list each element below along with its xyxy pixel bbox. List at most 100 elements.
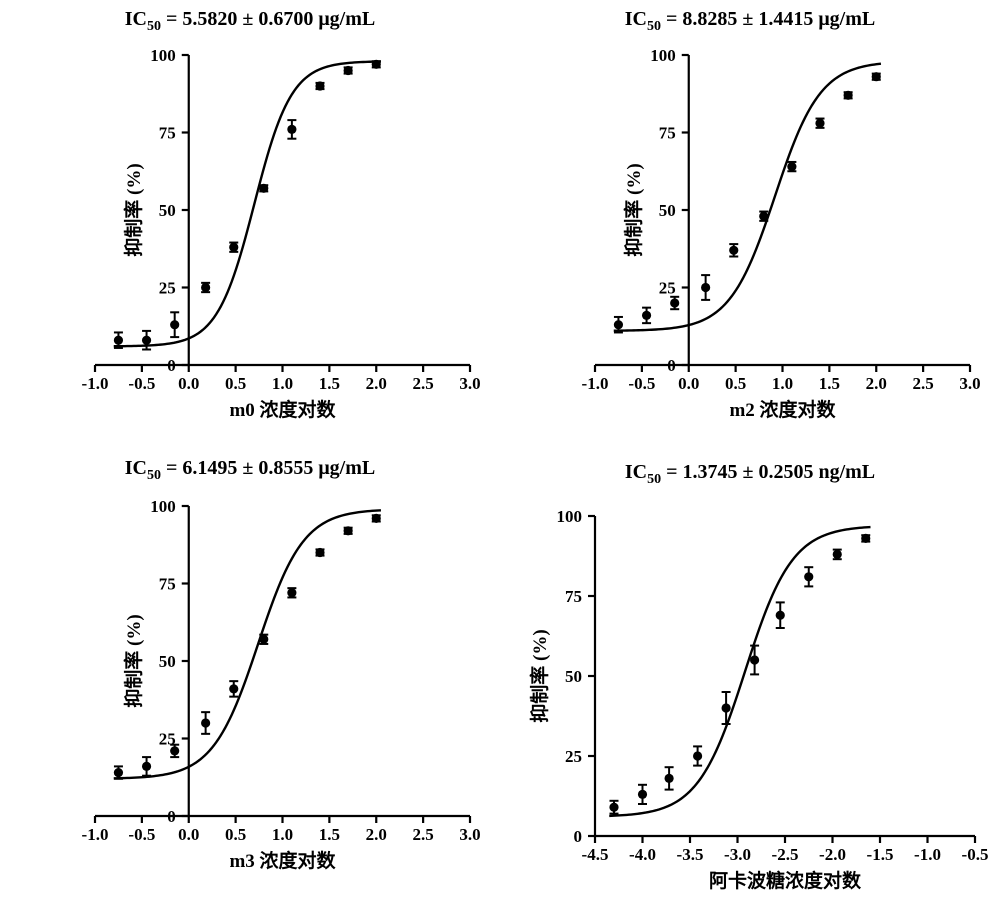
- x-tick-label: 0.5: [225, 374, 246, 393]
- y-tick-label: 75: [159, 124, 176, 143]
- data-point: [693, 751, 702, 760]
- x-axis-label: m3 浓度对数: [229, 849, 336, 872]
- x-tick-label: -4.5: [582, 845, 609, 864]
- data-point: [229, 684, 238, 693]
- data-point: [638, 790, 647, 799]
- curve: [614, 64, 881, 331]
- y-tick-label: 100: [557, 507, 583, 526]
- x-tick-label: -2.0: [819, 845, 846, 864]
- y-tick-label: 25: [659, 279, 676, 298]
- data-point: [372, 60, 381, 69]
- data-point: [287, 588, 296, 597]
- y-tick-label: 50: [159, 652, 176, 671]
- x-tick-label: 1.5: [819, 374, 840, 393]
- x-axis-label: 阿卡波糖浓度对数: [709, 869, 862, 892]
- data-point: [259, 635, 268, 644]
- y-tick-label: 100: [150, 46, 176, 65]
- x-tick-label: 2.0: [366, 825, 387, 844]
- x-tick-label: 0.5: [225, 825, 246, 844]
- y-tick-label: 50: [659, 201, 676, 220]
- data-point: [315, 548, 324, 557]
- panel-m3: IC50 = 6.1495 ± 0.8555 μg/mL -1.0 -0.5 0.0 0…: [0, 451, 500, 902]
- data-point: [729, 246, 738, 255]
- data-point: [815, 119, 824, 128]
- chart-acarbose: -4.5-4.0-3.5-3.0-2.5-2.0-1.5-1.0-0.50255…: [500, 451, 1000, 902]
- x-tick-label: 1.5: [319, 374, 340, 393]
- curve: [114, 62, 381, 347]
- x-tick-label: 3.0: [459, 825, 480, 844]
- data-point: [344, 526, 353, 535]
- x-tick-label: 2.5: [913, 374, 934, 393]
- data-point: [114, 336, 123, 345]
- curve: [114, 510, 381, 778]
- curve: [609, 527, 870, 816]
- data-point: [114, 768, 123, 777]
- x-tick-label: 1.5: [319, 825, 340, 844]
- x-tick-label: 3.0: [959, 374, 980, 393]
- x-tick-label: -0.5: [628, 374, 655, 393]
- y-tick-label: 75: [659, 124, 676, 143]
- data-point: [201, 283, 210, 292]
- data-point: [642, 311, 651, 320]
- x-tick-label: 2.5: [413, 374, 434, 393]
- data-point: [372, 514, 381, 523]
- data-point: [170, 320, 179, 329]
- x-tick-label: 1.0: [272, 825, 293, 844]
- x-tick-label: 2.0: [866, 374, 887, 393]
- x-tick-label: 0.0: [678, 374, 699, 393]
- y-tick-label: 50: [159, 201, 176, 220]
- y-tick-label: 0: [574, 827, 583, 846]
- x-tick-label: 0.0: [178, 374, 199, 393]
- data-point: [142, 762, 151, 771]
- data-point: [259, 184, 268, 193]
- x-tick-label: -1.0: [914, 845, 941, 864]
- x-tick-label: -0.5: [128, 825, 155, 844]
- x-axis-label: m0 浓度对数: [229, 398, 336, 421]
- x-tick-label: 0.5: [725, 374, 746, 393]
- x-tick-label: -1.0: [82, 374, 109, 393]
- y-tick-label: 100: [650, 46, 676, 65]
- data-point: [614, 320, 623, 329]
- x-tick-label: -1.5: [867, 845, 894, 864]
- x-tick-label: -0.5: [128, 374, 155, 393]
- panel-title: IC50 = 8.8285 ± 1.4415 μg/mL: [500, 8, 1000, 35]
- y-axis-label: 抑制率 (%): [622, 163, 645, 256]
- panel-m0: IC50 = 5.5820 ± 0.6700 μg/mL-1.0-0.50.00…: [0, 0, 500, 451]
- panel-title: IC50 = 6.1495 ± 0.8555 μg/mL: [0, 457, 500, 484]
- data-point: [804, 572, 813, 581]
- x-tick-label: 2.5: [413, 825, 434, 844]
- data-point: [701, 283, 710, 292]
- y-tick-label: 100: [150, 497, 176, 516]
- x-tick-label: -2.5: [772, 845, 799, 864]
- data-point: [665, 774, 674, 783]
- x-tick-label: 1.0: [272, 374, 293, 393]
- y-tick-label: 25: [159, 279, 176, 298]
- y-axis-label: 抑制率 (%): [528, 629, 551, 722]
- y-tick-label: 75: [565, 587, 582, 606]
- panel-acarbose: IC50 = 1.3745 ± 0.2505 ng/mL-4.5-4.0-3.5…: [500, 451, 1000, 902]
- y-tick-label: 0: [167, 356, 176, 375]
- y-tick-label: 75: [159, 575, 176, 594]
- x-tick-label: -1.0: [82, 825, 109, 844]
- data-point: [344, 66, 353, 75]
- panel-m2: IC50 = 8.8285 ± 1.4415 μg/mL-1.0-0.50.00…: [500, 0, 1000, 451]
- data-point: [142, 336, 151, 345]
- x-tick-label: 3.0: [459, 374, 480, 393]
- x-axis-label: m2 浓度对数: [729, 398, 836, 421]
- x-tick-label: 0.0: [178, 825, 199, 844]
- data-point: [759, 212, 768, 221]
- data-point: [833, 550, 842, 559]
- data-point: [201, 718, 210, 727]
- y-tick-label: 25: [159, 730, 176, 749]
- data-point: [722, 703, 731, 712]
- data-point: [750, 655, 759, 664]
- data-point: [861, 534, 870, 543]
- chart-m2: -1.0-0.50.00.51.01.52.02.53.00255075100m…: [500, 0, 1000, 451]
- y-axis-label: 抑制率 (%): [122, 614, 145, 707]
- data-point: [872, 72, 881, 81]
- data-point: [844, 91, 853, 100]
- y-tick-label: 25: [565, 747, 582, 766]
- x-tick-label: -4.0: [629, 845, 656, 864]
- data-point: [315, 81, 324, 90]
- y-tick-label: 0: [667, 356, 676, 375]
